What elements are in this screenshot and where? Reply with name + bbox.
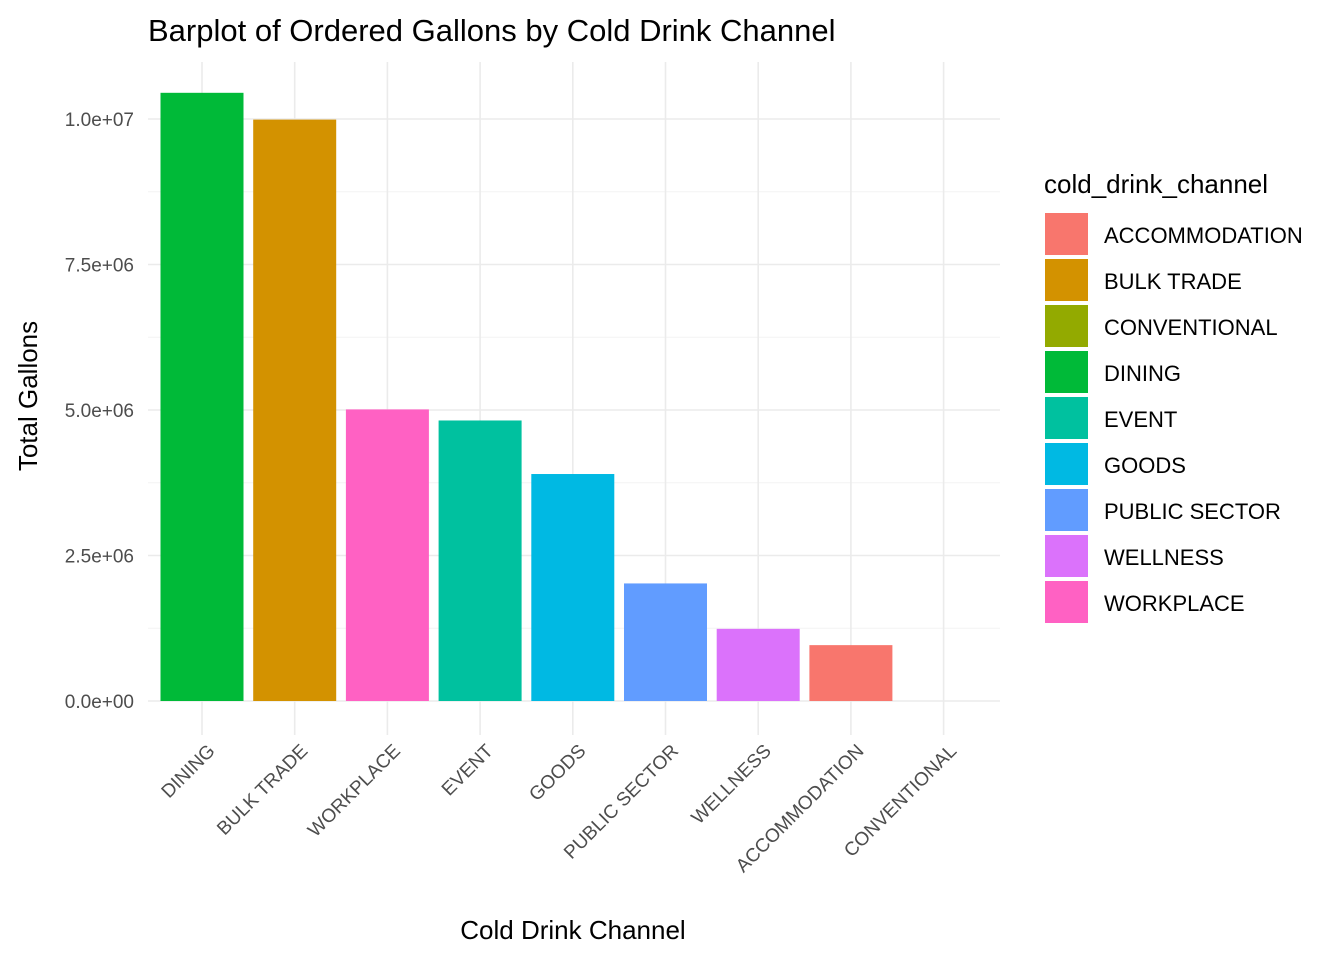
legend-swatch bbox=[1045, 259, 1088, 301]
legend-label: DINING bbox=[1104, 361, 1181, 386]
x-tick-label: EVENT bbox=[438, 740, 498, 800]
bar bbox=[253, 119, 337, 701]
legend-label: ACCOMMODATION bbox=[1104, 223, 1303, 248]
bars bbox=[160, 92, 893, 701]
legend-label: WORKPLACE bbox=[1104, 591, 1245, 616]
legend-swatch bbox=[1045, 213, 1088, 255]
x-tick-label: BULK TRADE bbox=[213, 741, 312, 840]
y-tick-label: 7.5e+06 bbox=[65, 256, 134, 277]
bar bbox=[160, 92, 244, 701]
legend: cold_drink_channel ACCOMMODATION BULK TRA… bbox=[1044, 169, 1303, 623]
y-axis-ticks: 0.0e+00 2.5e+06 5.0e+06 7.5e+06 1.0e+07 bbox=[65, 110, 134, 713]
legend-label: EVENT bbox=[1104, 407, 1177, 432]
x-tick-label: WORKPLACE bbox=[304, 741, 405, 842]
legend-label: GOODS bbox=[1104, 453, 1186, 478]
legend-items: ACCOMMODATION BULK TRADE CONVENTIONAL DININ… bbox=[1045, 213, 1303, 623]
legend-title: cold_drink_channel bbox=[1044, 169, 1268, 199]
y-tick-label: 1.0e+07 bbox=[65, 110, 134, 131]
legend-label: WELLNESS bbox=[1104, 545, 1224, 570]
legend-label: CONVENTIONAL bbox=[1104, 315, 1278, 340]
legend-swatch bbox=[1045, 351, 1088, 393]
bar bbox=[531, 474, 615, 701]
legend-swatch bbox=[1045, 489, 1088, 531]
legend-swatch bbox=[1045, 305, 1088, 347]
bar bbox=[716, 628, 800, 701]
bar bbox=[624, 583, 707, 701]
legend-label: BULK TRADE bbox=[1104, 269, 1242, 294]
y-tick-label: 2.5e+06 bbox=[65, 547, 134, 568]
bar bbox=[438, 420, 522, 701]
y-axis-title: Total Gallons bbox=[13, 321, 43, 471]
bar bbox=[345, 409, 429, 701]
y-tick-label: 5.0e+06 bbox=[65, 401, 134, 422]
x-tick-label: DINING bbox=[158, 741, 220, 803]
legend-swatch bbox=[1045, 443, 1088, 485]
x-axis-title: Cold Drink Channel bbox=[460, 915, 685, 945]
chart-title: Barplot of Ordered Gallons by Cold Drink… bbox=[148, 13, 836, 48]
legend-swatch bbox=[1045, 397, 1088, 439]
bar bbox=[809, 645, 893, 701]
x-tick-label: GOODS bbox=[525, 741, 590, 806]
y-tick-label: 0.0e+00 bbox=[65, 692, 134, 713]
legend-label: PUBLIC SECTOR bbox=[1104, 499, 1281, 524]
x-tick-label: WELLNESS bbox=[688, 741, 776, 829]
legend-swatch bbox=[1045, 581, 1088, 623]
legend-swatch bbox=[1045, 535, 1088, 577]
